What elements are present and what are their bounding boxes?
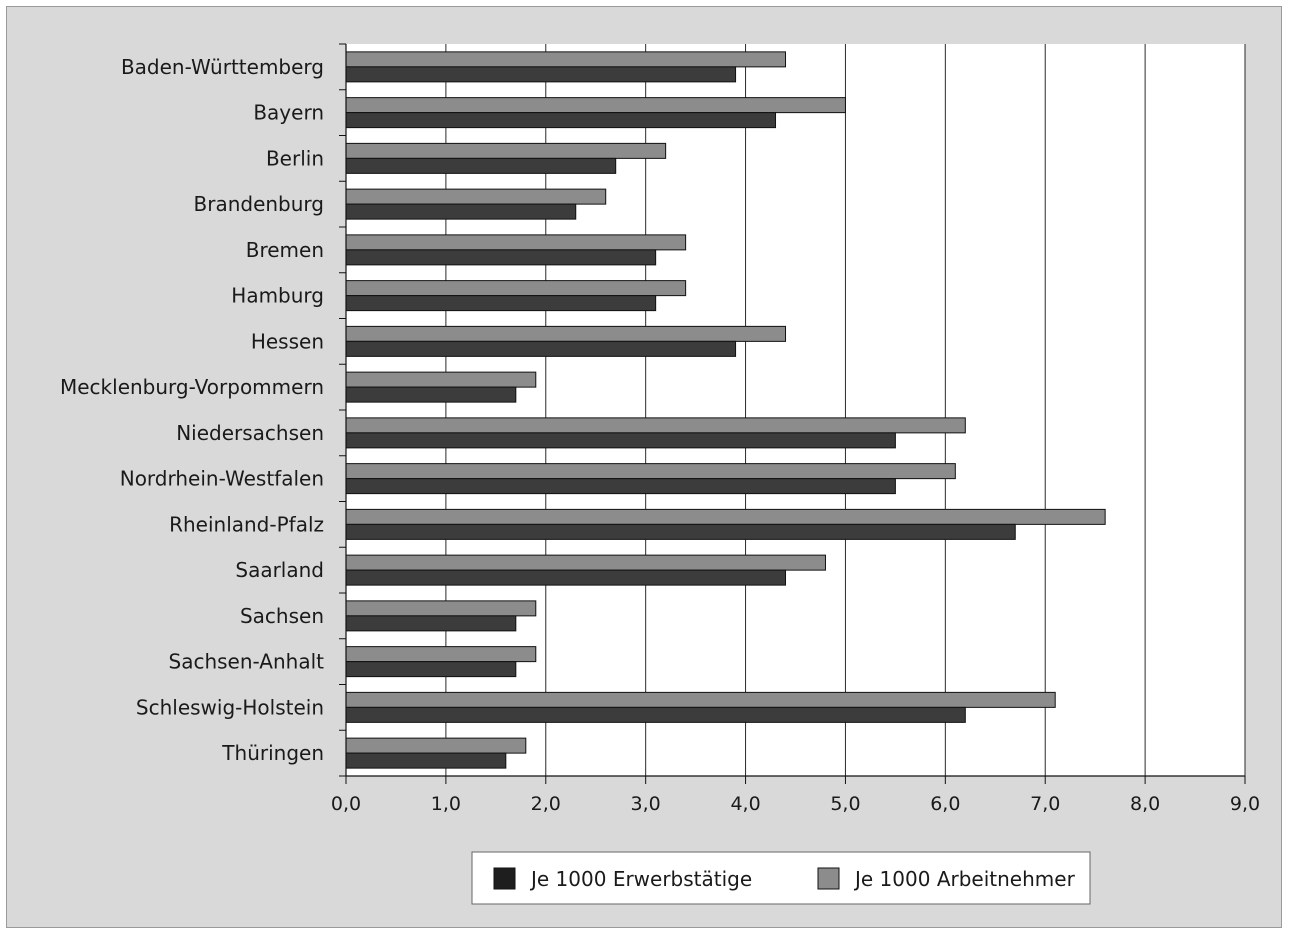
x-tick-label: 5,0 <box>830 793 860 815</box>
bar-arbeitnehmer <box>345 234 687 251</box>
legend-label: Je 1000 Arbeitnehmer <box>853 867 1076 891</box>
bar-erwerbstaetige <box>345 157 617 174</box>
bar-erwerbstaetige <box>345 706 966 723</box>
bar-erwerbstaetige <box>345 249 657 266</box>
bar-arbeitnehmer <box>345 142 667 159</box>
bar-arbeitnehmer <box>345 371 537 388</box>
x-tick-label: 9,0 <box>1230 793 1260 815</box>
bar-arbeitnehmer <box>345 325 787 342</box>
category-label: Bayern <box>253 101 324 125</box>
category-label: Bremen <box>246 238 324 262</box>
bar-erwerbstaetige <box>345 66 737 83</box>
category-label: Baden-Württemberg <box>121 55 324 79</box>
category-label: Berlin <box>266 146 324 170</box>
legend-swatch <box>493 867 516 890</box>
x-tick-label: 0,0 <box>331 793 361 815</box>
bar-erwerbstaetige <box>345 523 1016 540</box>
bar-arbeitnehmer <box>345 600 537 617</box>
bar-arbeitnehmer <box>345 188 607 205</box>
x-tick-label: 7,0 <box>1030 793 1060 815</box>
x-tick-label: 6,0 <box>930 793 960 815</box>
bar-erwerbstaetige <box>345 386 517 403</box>
bar-erwerbstaetige <box>345 661 517 678</box>
bar-arbeitnehmer <box>345 691 1056 708</box>
legend-label: Je 1000 Erwerbstätige <box>529 867 752 891</box>
bar-arbeitnehmer <box>345 646 537 663</box>
bar-arbeitnehmer <box>345 554 826 571</box>
bar-erwerbstaetige <box>345 569 787 586</box>
bar-arbeitnehmer <box>345 417 966 434</box>
bar-arbeitnehmer <box>345 737 527 754</box>
category-label: Thüringen <box>221 741 324 765</box>
category-label: Brandenburg <box>194 192 325 216</box>
category-label: Sachsen <box>240 604 324 628</box>
category-label: Nordrhein-Westfalen <box>120 467 324 491</box>
bar-arbeitnehmer <box>345 51 787 68</box>
bar-arbeitnehmer <box>345 463 956 480</box>
category-label: Hamburg <box>231 284 324 308</box>
bar-erwerbstaetige <box>345 112 777 129</box>
x-tick-label: 3,0 <box>631 793 661 815</box>
bar-arbeitnehmer <box>345 97 846 114</box>
category-label: Rheinland-Pfalz <box>169 512 324 536</box>
x-tick-label: 4,0 <box>730 793 760 815</box>
bar-erwerbstaetige <box>345 295 657 312</box>
bar-erwerbstaetige <box>345 752 507 769</box>
bar-arbeitnehmer <box>345 280 687 297</box>
bar-erwerbstaetige <box>345 203 577 220</box>
category-label: Saarland <box>235 558 324 582</box>
bar-erwerbstaetige <box>345 432 896 449</box>
category-label: Schleswig-Holstein <box>136 695 324 719</box>
x-tick-label: 2,0 <box>531 793 561 815</box>
category-label: Mecklenburg-Vorpommern <box>60 375 324 399</box>
legend <box>471 851 1091 905</box>
bar-erwerbstaetige <box>345 340 737 357</box>
x-tick-label: 1,0 <box>431 793 461 815</box>
category-label: Sachsen-Anhalt <box>169 650 325 674</box>
category-label: Hessen <box>251 329 324 353</box>
bar-erwerbstaetige <box>345 478 896 495</box>
bar-arbeitnehmer <box>345 508 1106 525</box>
legend-swatch <box>817 867 840 890</box>
x-tick-label: 8,0 <box>1130 793 1160 815</box>
bar-erwerbstaetige <box>345 615 517 632</box>
category-label: Niedersachsen <box>176 421 324 445</box>
